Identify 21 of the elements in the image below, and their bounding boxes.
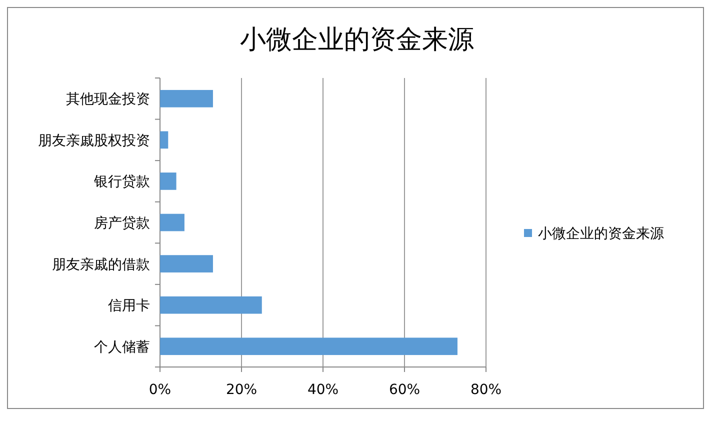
x-tick-label: 40% bbox=[307, 382, 339, 398]
bar bbox=[160, 296, 262, 314]
y-tick-label: 个人储蓄 bbox=[94, 339, 150, 356]
legend-label: 小微企业的资金来源 bbox=[538, 226, 664, 242]
y-tick-label: 其他现金投资 bbox=[66, 92, 150, 108]
bar bbox=[160, 214, 184, 232]
y-tick-label: 银行贷款 bbox=[93, 174, 150, 190]
y-tick-label: 朋友亲戚的借款 bbox=[52, 256, 150, 273]
y-tick-label: 朋友亲戚股权投资 bbox=[38, 132, 150, 149]
bar bbox=[160, 255, 213, 272]
bar bbox=[160, 172, 176, 190]
x-tick-label: 60% bbox=[388, 382, 420, 398]
x-tick-label: 20% bbox=[226, 382, 258, 398]
chart-title: 小微企业的资金来源 bbox=[240, 25, 474, 55]
x-tick-label: 80% bbox=[470, 382, 502, 398]
x-tick-label: 0% bbox=[148, 382, 172, 398]
bar bbox=[160, 338, 458, 356]
y-tick-label: 信用卡 bbox=[108, 298, 150, 314]
bar bbox=[160, 90, 213, 108]
bar bbox=[160, 131, 168, 149]
y-tick-label: 房产贷款 bbox=[94, 216, 150, 232]
